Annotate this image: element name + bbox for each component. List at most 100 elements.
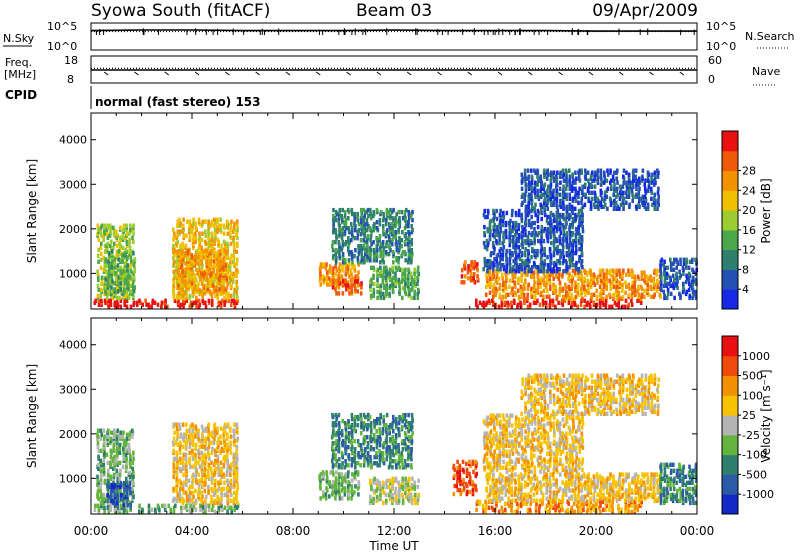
echo-cell bbox=[213, 263, 216, 268]
echo-cell bbox=[608, 304, 611, 309]
echo-cell bbox=[520, 276, 523, 281]
echo-cell bbox=[359, 238, 363, 243]
echo-cell bbox=[630, 298, 633, 303]
echo-cell bbox=[213, 273, 216, 278]
echo-cell bbox=[410, 258, 413, 263]
echo-cell bbox=[575, 176, 578, 181]
echo-cell bbox=[205, 267, 208, 272]
echo-cell bbox=[540, 228, 543, 234]
echo-cell bbox=[349, 222, 353, 227]
echo-cell bbox=[178, 478, 181, 483]
echo-cell bbox=[486, 208, 490, 214]
echo-cell bbox=[407, 252, 411, 257]
echo-cell bbox=[204, 498, 207, 504]
echo-cell bbox=[666, 291, 670, 297]
echo-cell bbox=[586, 300, 589, 305]
echo-cell bbox=[115, 243, 119, 248]
echo-cell bbox=[400, 244, 404, 249]
echo-cell bbox=[549, 252, 552, 258]
echo-cell bbox=[182, 452, 186, 457]
echo-cell bbox=[584, 168, 587, 173]
echo-cell bbox=[197, 251, 201, 256]
echo-cell bbox=[113, 428, 116, 433]
echo-cell bbox=[332, 213, 335, 219]
echo-cell bbox=[217, 480, 220, 485]
echo-cell bbox=[121, 277, 125, 283]
echo-cell bbox=[347, 274, 351, 279]
echo-cell bbox=[180, 505, 183, 510]
echo-cell bbox=[129, 263, 132, 268]
echo-cell bbox=[541, 298, 545, 303]
echo-cell bbox=[510, 300, 513, 305]
echo-cell bbox=[568, 168, 571, 173]
echo-cell bbox=[229, 257, 232, 262]
echo-cell bbox=[346, 264, 350, 269]
echo-cell bbox=[182, 298, 185, 303]
scan-marker bbox=[376, 71, 382, 76]
echo-cell bbox=[564, 168, 568, 173]
echo-cell bbox=[325, 262, 328, 267]
echo-cell bbox=[662, 263, 666, 268]
echo-cell bbox=[197, 448, 200, 453]
echo-cell bbox=[115, 229, 118, 234]
echo-cell bbox=[335, 459, 339, 464]
echo-cell bbox=[344, 209, 347, 215]
freq-tick-top: 18 bbox=[64, 54, 78, 67]
echo-cell bbox=[378, 449, 381, 454]
echo-cell bbox=[502, 280, 505, 285]
echo-cell bbox=[544, 300, 548, 305]
echo-cell bbox=[212, 253, 216, 258]
echo-cell bbox=[376, 281, 379, 287]
echo-cell bbox=[599, 200, 603, 205]
echo-cell bbox=[543, 210, 546, 216]
echo-cell bbox=[201, 428, 205, 433]
echo-cell bbox=[576, 304, 579, 309]
date-title: 09/Apr/2009 bbox=[592, 1, 698, 21]
echo-cell bbox=[210, 486, 213, 492]
echo-cell bbox=[212, 289, 216, 294]
echo-cell bbox=[327, 276, 331, 281]
echo-cell bbox=[189, 432, 192, 437]
echo-cell bbox=[328, 480, 331, 485]
echo-cell bbox=[517, 222, 521, 228]
echo-cell bbox=[103, 440, 106, 445]
echo-cell bbox=[407, 220, 410, 225]
echo-cell bbox=[334, 412, 337, 418]
echo-cell bbox=[99, 265, 103, 270]
echo-cell bbox=[204, 494, 208, 500]
echo-cell bbox=[647, 184, 651, 189]
echo-cell bbox=[542, 288, 546, 293]
echo-cell bbox=[350, 283, 353, 288]
echo-cell bbox=[354, 228, 357, 233]
echo-cell bbox=[504, 292, 508, 297]
echo-cell bbox=[546, 226, 550, 232]
echo-cell bbox=[529, 238, 533, 244]
freq-tick-bottom: 8 bbox=[67, 73, 74, 86]
echo-cell bbox=[209, 249, 213, 254]
echo-cell bbox=[177, 291, 180, 296]
echo-cell bbox=[103, 298, 107, 303]
echo-cell bbox=[122, 235, 125, 240]
echo-cell bbox=[107, 472, 110, 477]
echo-cell bbox=[408, 291, 411, 297]
echo-cell bbox=[388, 222, 391, 227]
echo-cell bbox=[382, 265, 386, 270]
echo-cell bbox=[370, 242, 373, 247]
echo-cell bbox=[233, 507, 236, 512]
echo-cell bbox=[413, 267, 416, 272]
echo-cell bbox=[225, 285, 229, 290]
echo-cell bbox=[325, 470, 328, 475]
echo-cell bbox=[359, 412, 362, 418]
echo-cell bbox=[93, 507, 97, 512]
freq-label-line2: [MHz] bbox=[4, 68, 36, 81]
echo-cell bbox=[344, 218, 348, 223]
echo-cell bbox=[216, 440, 219, 445]
echo-cell bbox=[194, 488, 197, 494]
echo-cell bbox=[129, 502, 132, 508]
echo-cell bbox=[223, 422, 227, 427]
echo-cell bbox=[672, 267, 676, 272]
echo-cell bbox=[216, 500, 219, 506]
echo-cell bbox=[118, 476, 121, 481]
echo-cell bbox=[233, 468, 236, 473]
echo-cell bbox=[534, 170, 537, 175]
